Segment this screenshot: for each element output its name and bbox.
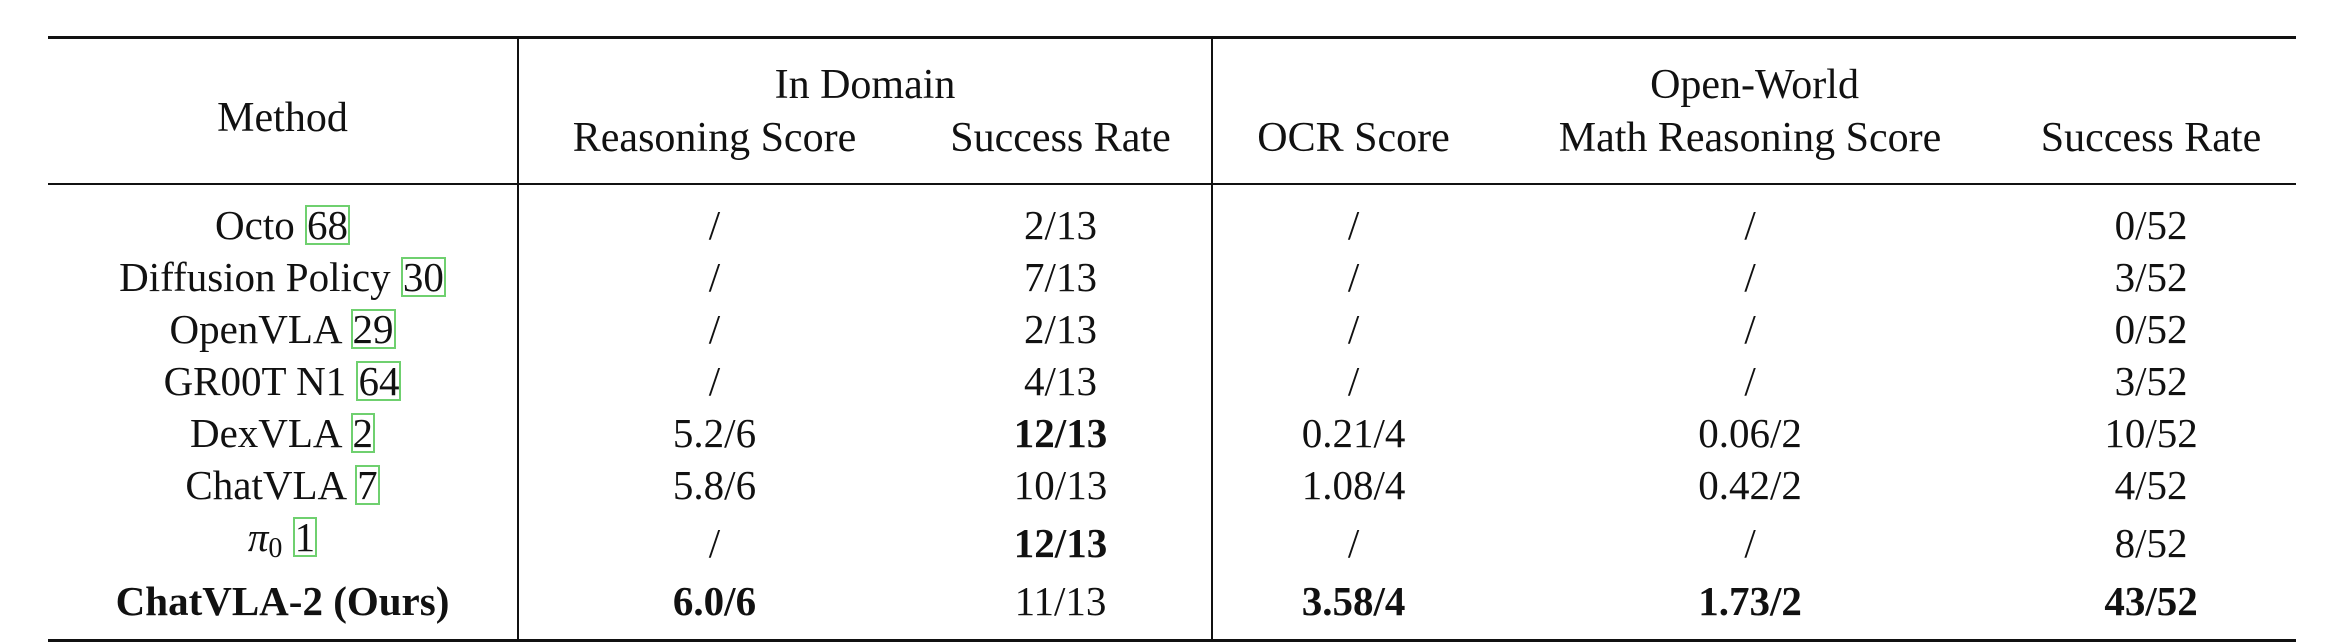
method-cell: Diffusion Policy 30 — [48, 251, 519, 303]
table-row-openvla: OpenVLA 29 / 2/13 / / 0/52 — [48, 303, 2296, 355]
table-row-chatvla: ChatVLA 7 5.8/6 10/13 1.08/4 0.42/2 4/52 — [48, 459, 2296, 511]
math-cell: 0.06/2 — [1698, 410, 1802, 456]
table-row-octo: Octo 68 / 2/13 / / 0/52 — [48, 184, 2297, 251]
header-ocr-score: OCR Score — [1257, 115, 1450, 161]
math-cell: 0.42/2 — [1698, 462, 1802, 508]
success-in-domain-cell: 10/13 — [910, 459, 1214, 511]
header-open-world: Open-World — [1650, 62, 1859, 108]
reasoning-cell: 5.2/6 — [672, 410, 757, 456]
success-in-domain-cell: 12/13 — [910, 511, 1214, 575]
math-cell: / — [1744, 306, 1756, 352]
results-table-container: Method In Domain Open-World Reasoning Sc… — [48, 36, 2297, 642]
header-success-rate-in-domain: Success Rate — [910, 109, 1214, 184]
reasoning-cell: / — [708, 202, 721, 248]
citation-link[interactable]: 30 — [400, 254, 446, 300]
success-in-domain-cell: 4/13 — [910, 355, 1214, 407]
success-in-domain-cell: 11/13 — [910, 575, 1214, 641]
citation-link[interactable]: 64 — [356, 358, 402, 404]
success-open-world-cell: 43/52 — [2104, 578, 2198, 624]
header-method: Method — [48, 37, 519, 184]
success-open-world-cell: 10/52 — [2104, 410, 2198, 456]
header-reasoning-score: Reasoning Score — [572, 115, 857, 161]
ocr-cell: 1.08/4 — [1301, 462, 1406, 508]
results-table: Method In Domain Open-World Reasoning Sc… — [48, 36, 2297, 642]
success-in-domain-cell: 2/13 — [910, 303, 1214, 355]
success-open-world-cell: 4/52 — [2114, 462, 2188, 508]
method-cell: Octo 68 — [48, 184, 519, 251]
success-in-domain-cell: 12/13 — [910, 407, 1214, 459]
math-cell: / — [1744, 254, 1756, 300]
method-cell: DexVLA 2 — [48, 407, 519, 459]
citation-link[interactable]: 7 — [355, 462, 380, 508]
ocr-cell: / — [1347, 306, 1360, 352]
table-row-chatvla-2-ours: ChatVLA-2 (Ours) 6.0/6 11/13 3.58/4 1.73… — [48, 575, 2296, 641]
ocr-cell: 3.58/4 — [1301, 578, 1406, 624]
method-cell: π0 1 — [48, 511, 519, 575]
table-row-dexvla: DexVLA 2 5.2/6 12/13 0.21/4 0.06/2 10/52 — [48, 407, 2296, 459]
ocr-cell: 0.21/4 — [1301, 410, 1406, 456]
ocr-cell: / — [1347, 202, 1360, 248]
header-row-1: Method In Domain Open-World — [48, 37, 2297, 184]
citation-link[interactable]: 68 — [304, 202, 350, 248]
header-math-reasoning-score: Math Reasoning Score — [1558, 115, 1942, 161]
citation-link[interactable]: 2 — [350, 410, 376, 456]
success-in-domain-cell: 7/13 — [910, 251, 1214, 303]
table-row-diffusion-policy: Diffusion Policy 30 / 7/13 / / 3/52 — [48, 251, 2296, 303]
citation-link[interactable]: 1 — [292, 514, 318, 560]
method-cell: ChatVLA-2 (Ours) — [48, 575, 519, 641]
math-cell: 1.73/2 — [1698, 578, 1802, 624]
table-row-pi0: π0 1 / 12/13 / / 8/52 — [48, 511, 2296, 575]
method-cell: ChatVLA 7 — [48, 459, 519, 511]
success-in-domain-cell: 2/13 — [910, 184, 1214, 251]
method-cell: OpenVLA 29 — [48, 303, 519, 355]
math-cell: / — [1744, 358, 1756, 404]
header-success-rate-open-world: Success Rate — [2040, 115, 2262, 161]
reasoning-cell: 6.0/6 — [672, 578, 757, 624]
method-cell: GR00T N1 64 — [48, 355, 519, 407]
pi-subscript: 0 — [268, 533, 283, 564]
reasoning-cell: / — [708, 520, 721, 566]
ocr-cell: / — [1347, 520, 1360, 566]
reasoning-cell: / — [708, 306, 721, 352]
success-open-world-cell: 0/52 — [2114, 202, 2188, 248]
ocr-cell: / — [1347, 358, 1360, 404]
ocr-cell: / — [1347, 254, 1360, 300]
header-in-domain: In Domain — [518, 37, 1214, 109]
citation-link[interactable]: 29 — [350, 306, 396, 352]
reasoning-cell: 5.8/6 — [672, 462, 757, 508]
reasoning-cell: / — [708, 358, 721, 404]
reasoning-cell: / — [708, 254, 721, 300]
math-cell: / — [1744, 520, 1756, 566]
header-row-2: Reasoning Score Success Rate OCR Score M… — [48, 109, 2296, 184]
pi-symbol: π — [247, 514, 269, 560]
success-open-world-cell: 3/52 — [2114, 254, 2188, 300]
success-open-world-cell: 3/52 — [2114, 358, 2188, 404]
math-cell: / — [1744, 202, 1756, 248]
success-open-world-cell: 8/52 — [2114, 520, 2188, 566]
success-open-world-cell: 0/52 — [2114, 306, 2188, 352]
table-row-gr00t-n1: GR00T N1 64 / 4/13 / / 3/52 — [48, 355, 2296, 407]
